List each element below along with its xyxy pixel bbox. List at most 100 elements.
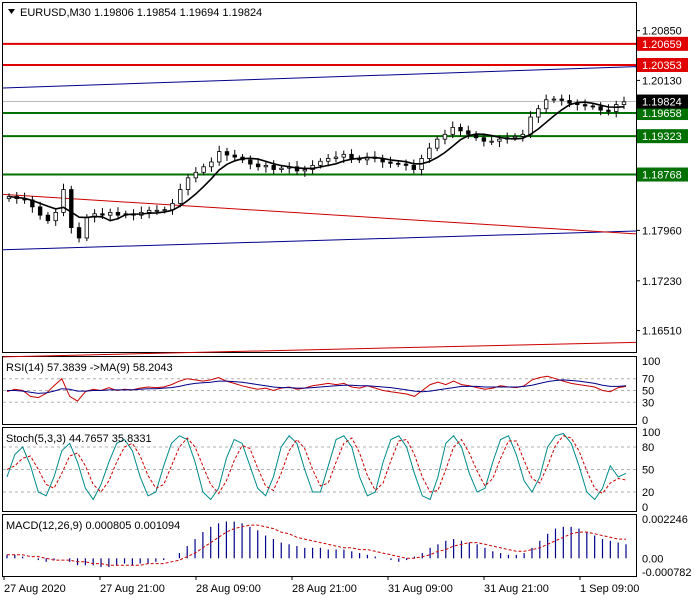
trendline-1 bbox=[2, 230, 637, 251]
candle-body bbox=[403, 163, 409, 166]
candle-body bbox=[536, 108, 541, 118]
candle-body bbox=[209, 161, 214, 168]
level-label-1: 1.20353 bbox=[642, 60, 682, 72]
candle bbox=[536, 104, 541, 123]
candle-body bbox=[84, 216, 90, 239]
price-tick-label: 1.17960 bbox=[642, 225, 682, 237]
level-label-2: 1.19658 bbox=[642, 108, 682, 120]
candle bbox=[520, 129, 525, 142]
candle-body bbox=[567, 100, 572, 104]
candle bbox=[325, 154, 331, 167]
candle-body bbox=[108, 211, 113, 216]
candle-body bbox=[396, 162, 401, 165]
candle bbox=[551, 95, 557, 103]
candle bbox=[271, 160, 276, 175]
macd-layer bbox=[6, 521, 627, 568]
level-label-bg-4 bbox=[637, 167, 688, 182]
candle-body bbox=[590, 105, 596, 108]
candle-body bbox=[271, 165, 276, 170]
candle-body bbox=[193, 171, 199, 179]
candle bbox=[232, 149, 237, 162]
level-label-bg-2 bbox=[637, 106, 688, 121]
candle-body bbox=[489, 140, 494, 143]
stoch-tick-label: 50 bbox=[642, 465, 654, 477]
candle bbox=[427, 142, 432, 163]
candle-body bbox=[325, 158, 331, 162]
candle-body bbox=[178, 189, 183, 204]
candle bbox=[582, 99, 588, 111]
candle bbox=[193, 167, 199, 183]
level-label-3: 1.19323 bbox=[642, 131, 682, 143]
candle-body bbox=[621, 101, 627, 105]
moving-average-line bbox=[8, 101, 625, 222]
stoch-layer bbox=[3, 432, 636, 501]
candle-body bbox=[442, 133, 448, 140]
macd-signal-line bbox=[7, 524, 626, 566]
stoch-pane bbox=[2, 427, 637, 512]
candle-body bbox=[61, 189, 66, 213]
rsi-tick-label: 100 bbox=[642, 356, 660, 368]
candle-body bbox=[481, 137, 487, 142]
candle-body bbox=[217, 151, 222, 163]
stoch-series-0 bbox=[6, 432, 627, 501]
axis-layer: 1.20850 1.20130 1.17960 1.17230 1.16510 1.206… bbox=[3, 26, 692, 595]
collapse-triangle-icon[interactable] bbox=[8, 9, 15, 14]
symbol-header: EURUSD,M30 1.19806 1.19854 1.19694 1.198… bbox=[8, 7, 262, 19]
candle-body bbox=[559, 98, 564, 101]
macd-tick-label: 0.002246 bbox=[642, 514, 688, 526]
candle-body bbox=[551, 98, 557, 101]
price-layer bbox=[2, 42, 637, 358]
candle bbox=[201, 163, 206, 176]
level-label-bg-1 bbox=[637, 57, 688, 72]
candle-body bbox=[154, 209, 160, 212]
rsi-title: RSI(14) 57.3839 ->MA(9) 58.2043 bbox=[6, 362, 173, 374]
candle bbox=[263, 161, 269, 173]
candle bbox=[489, 135, 494, 146]
rsi-pane bbox=[2, 356, 637, 425]
time-tick-label: 28 Aug 09:00 bbox=[196, 583, 261, 595]
candle-body bbox=[185, 177, 191, 190]
stoch-series-1 bbox=[6, 435, 627, 495]
candle bbox=[53, 207, 58, 226]
candle-body bbox=[146, 209, 152, 213]
trendline-3 bbox=[2, 341, 637, 358]
candle-body bbox=[497, 138, 502, 142]
candle-body bbox=[279, 167, 284, 170]
candle bbox=[614, 100, 619, 118]
level-label-bg-3 bbox=[637, 129, 688, 144]
candle-body bbox=[255, 163, 261, 168]
price-pane bbox=[2, 2, 637, 353]
candle bbox=[450, 121, 455, 139]
candle-body bbox=[427, 147, 432, 159]
candle-body bbox=[349, 153, 354, 159]
rsi-tick-label: 70 bbox=[642, 374, 654, 386]
candle bbox=[108, 208, 113, 222]
stoch-tick-label: 0 bbox=[642, 502, 648, 514]
candle-body bbox=[100, 213, 105, 216]
symbol-info-text: EURUSD,M30 1.19806 1.19854 1.19694 1.198… bbox=[20, 7, 262, 19]
candle bbox=[115, 207, 121, 220]
candle bbox=[224, 147, 230, 161]
candle-body bbox=[411, 165, 416, 170]
candle-body bbox=[76, 227, 82, 239]
rsi-tick-label: 0 bbox=[642, 415, 648, 427]
level-label-0: 1.20659 bbox=[642, 39, 682, 51]
macd-tick-label: -0.000782 bbox=[642, 567, 692, 579]
candle bbox=[37, 201, 43, 220]
candle bbox=[543, 94, 549, 114]
candle-body bbox=[598, 106, 603, 111]
current-price-label-bg bbox=[637, 94, 688, 109]
candle bbox=[606, 104, 611, 116]
candle bbox=[45, 212, 51, 224]
candle-body bbox=[224, 151, 230, 156]
time-tick-label: 27 Aug 2020 bbox=[4, 583, 66, 595]
level-label-bg-0 bbox=[637, 36, 688, 51]
candle bbox=[411, 159, 416, 174]
stoch-tick-label: 20 bbox=[642, 487, 654, 499]
candle-body bbox=[450, 126, 455, 135]
time-tick-label: 27 Aug 21:00 bbox=[100, 583, 165, 595]
candle-body bbox=[614, 104, 619, 112]
price-tick-label: 1.20850 bbox=[642, 26, 682, 38]
